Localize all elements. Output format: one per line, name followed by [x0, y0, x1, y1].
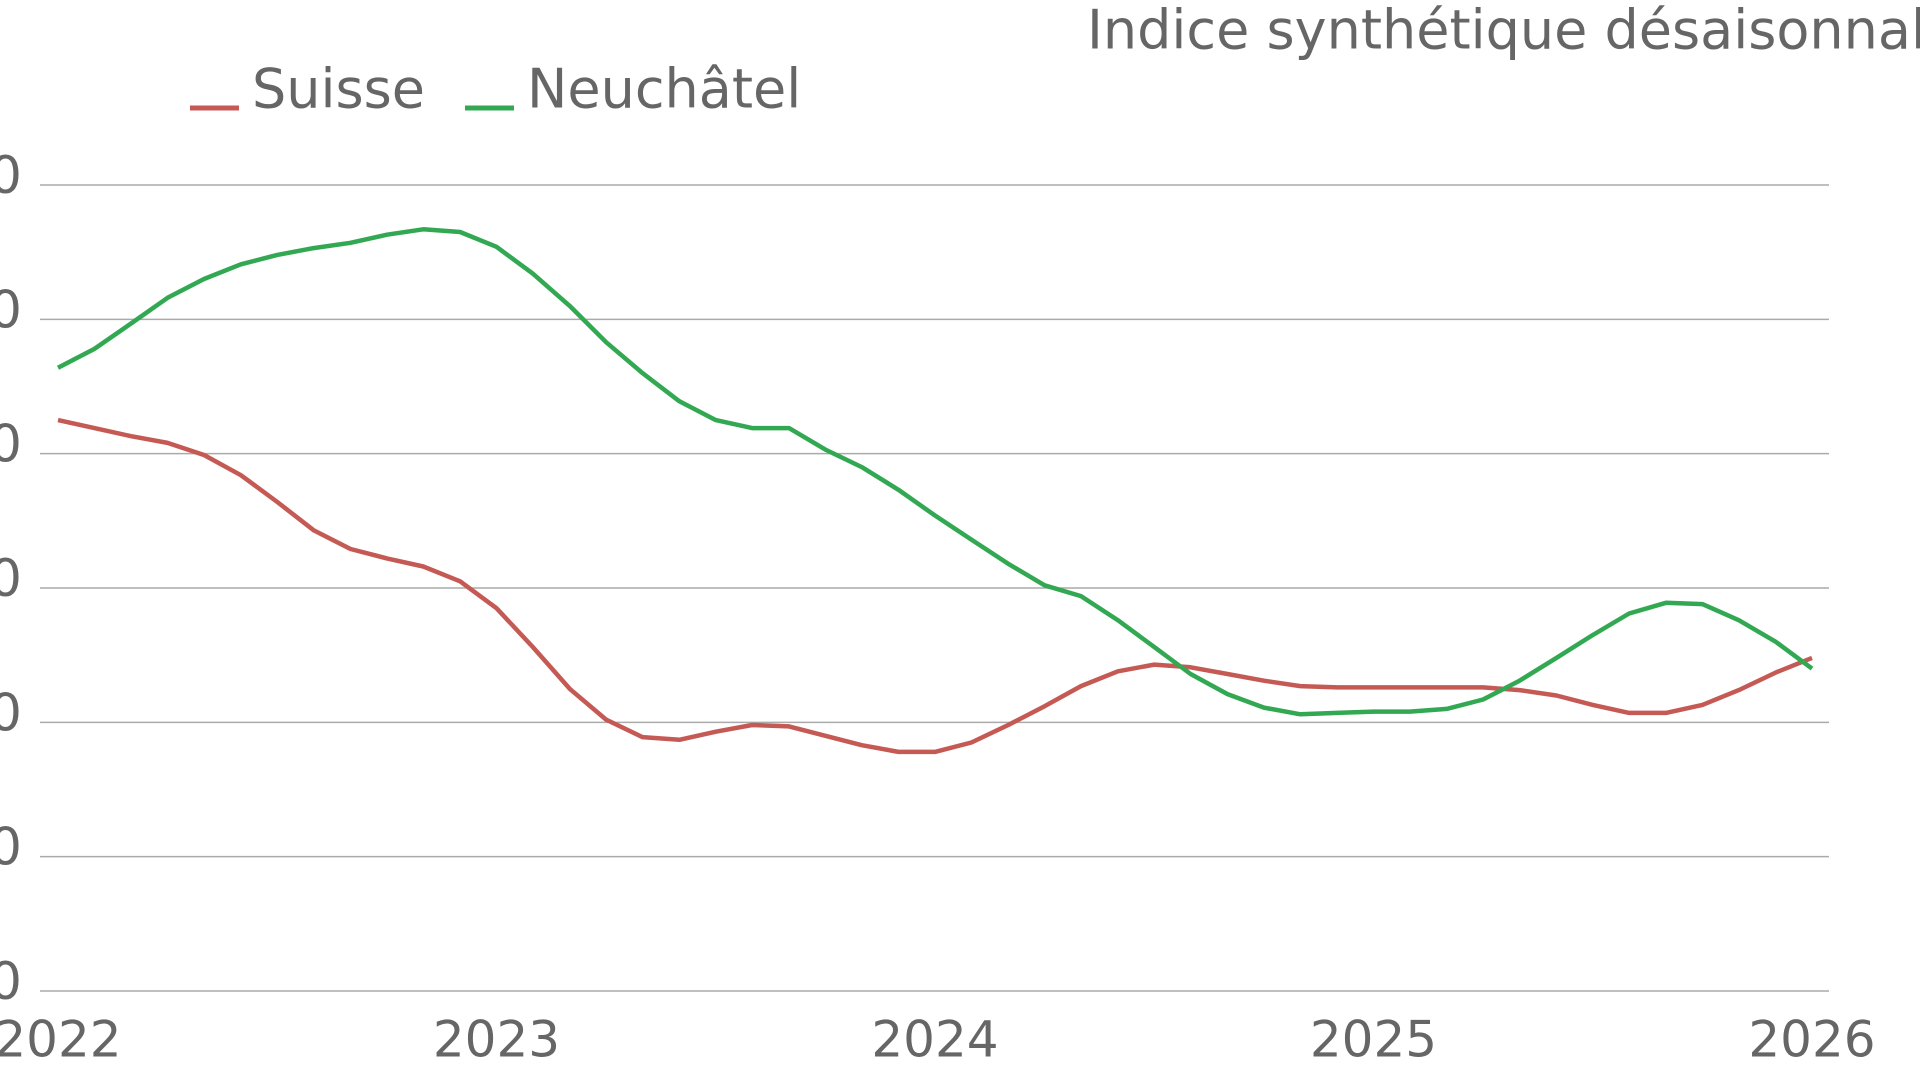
y-tick-label: 0 [0, 415, 22, 475]
series-line [56, 227, 1814, 717]
legend-label: Suisse [252, 58, 425, 121]
y-tick-label: 0 [0, 549, 22, 609]
y-tick-label: 0 [0, 683, 22, 743]
chart-title: Indice synthétique désaisonnalis [1087, 0, 1920, 62]
series-line [57, 417, 1813, 755]
y-tick-label: 0 [0, 280, 22, 340]
x-tick-label: 2025 [1310, 1011, 1437, 1069]
y-tick-label: 0 [0, 818, 22, 878]
y-tick-label: 0 [0, 146, 22, 206]
x-tick-label: 2026 [1748, 1011, 1875, 1069]
legend-label: Neuchâtel [527, 58, 801, 121]
x-tick-label: 2024 [871, 1011, 998, 1069]
x-tick-label: 2023 [433, 1011, 560, 1069]
y-tick-label: 0 [0, 952, 22, 1012]
x-tick-label: 2022 [0, 1011, 122, 1069]
